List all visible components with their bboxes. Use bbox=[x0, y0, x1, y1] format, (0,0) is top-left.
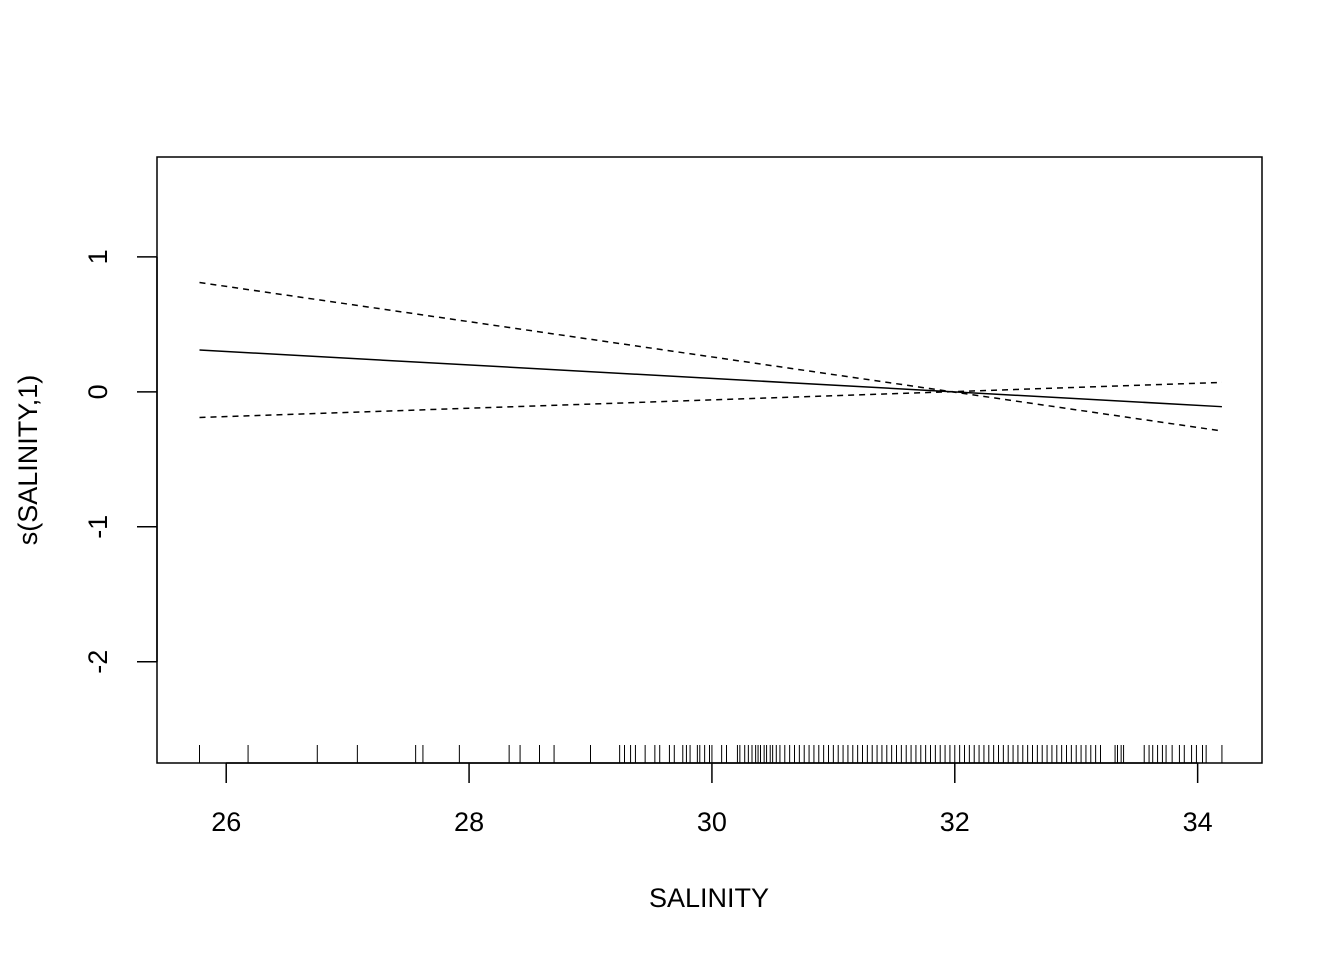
series-line bbox=[199, 281, 1223, 432]
x-tick-label: 26 bbox=[211, 807, 241, 837]
x-tick-label: 28 bbox=[454, 807, 484, 837]
x-axis-label: SALINITY bbox=[649, 883, 769, 913]
y-tick-label: 0 bbox=[83, 384, 113, 399]
plot-box bbox=[156, 156, 1263, 764]
x-tick-label: 32 bbox=[940, 807, 970, 837]
series-line bbox=[199, 381, 1222, 419]
series-line bbox=[199, 349, 1222, 408]
y-tick-label: -1 bbox=[83, 515, 113, 539]
x-tick-label: 30 bbox=[697, 807, 727, 837]
y-tick-label: -2 bbox=[83, 650, 113, 674]
y-axis-label: s(SALINITY,1) bbox=[13, 375, 43, 546]
y-tick-label: 1 bbox=[83, 249, 113, 264]
x-tick-label: 34 bbox=[1183, 807, 1213, 837]
